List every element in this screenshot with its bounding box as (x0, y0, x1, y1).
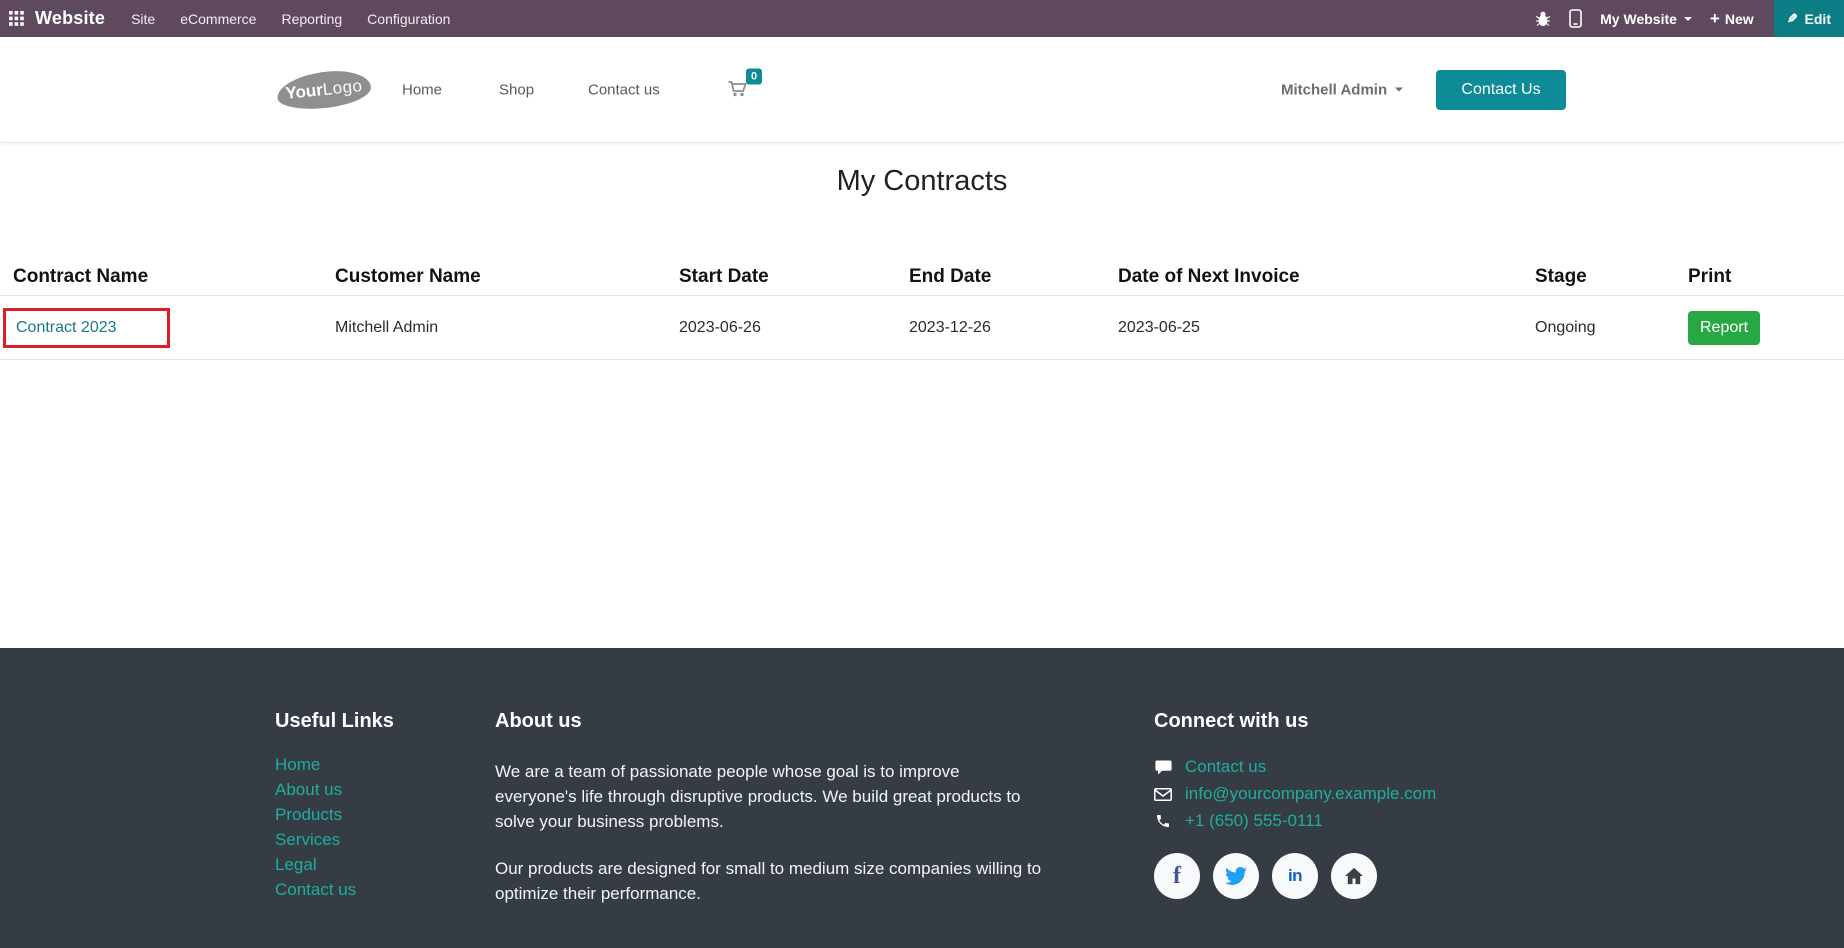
col-header-contract-name: Contract Name (13, 265, 149, 287)
chat-bubble-icon (1154, 760, 1172, 775)
footer-useful-links: Useful Links Home About us Products Serv… (275, 710, 394, 905)
col-header-stage: Stage (1535, 265, 1587, 287)
chevron-down-icon (1395, 87, 1404, 92)
table-row: Contract 2023 Mitchell Admin 2023-06-26 … (0, 296, 1844, 360)
odoo-top-navbar: Website Site eCommerce Reporting Configu… (0, 0, 1844, 37)
footer-link-home[interactable]: Home (275, 755, 321, 774)
app-name[interactable]: Website (35, 8, 106, 28)
user-account-dropdown[interactable]: Mitchell Admin (1281, 81, 1404, 98)
about-us-paragraph-1: We are a team of passionate people whose… (495, 762, 1021, 831)
table-header-row: Contract Name Customer Name Start Date E… (0, 258, 1844, 296)
col-header-customer-name: Customer Name (335, 265, 481, 287)
debug-bug-icon[interactable] (1535, 11, 1551, 27)
mobile-preview-icon[interactable] (1569, 9, 1582, 28)
page-title: My Contracts (836, 165, 1008, 197)
footer-about-us: About us We are a team of passionate peo… (495, 710, 1043, 906)
footer-connect: Connect with us Contact us (1154, 710, 1436, 899)
my-website-dropdown[interactable]: My Website (1600, 11, 1692, 27)
cart-icon (728, 80, 747, 96)
site-header: Your Logo Home Shop Contact us 0 Mitchell… (0, 37, 1844, 143)
logo-text-logo: Logo (321, 75, 364, 99)
footer-email-link[interactable]: info@yourcompany.example.com (1185, 784, 1437, 803)
col-header-start-date: Start Date (679, 265, 769, 287)
contracts-table: Contract Name Customer Name Start Date E… (0, 258, 1844, 360)
social-links: f in (1154, 853, 1436, 899)
apps-grid-icon[interactable] (9, 11, 24, 26)
connect-heading: Connect with us (1154, 710, 1309, 732)
footer-phone-link[interactable]: +1 (650) 555-0111 (1185, 811, 1323, 830)
app-menu: Site eCommerce Reporting Configuration (131, 11, 450, 27)
cell-start-date: 2023-06-26 (679, 318, 761, 336)
annotation-highlight-box: Contract 2023 (3, 307, 170, 348)
menu-reporting[interactable]: Reporting (281, 10, 343, 27)
about-us-heading: About us (495, 710, 582, 732)
footer-link-legal[interactable]: Legal (275, 855, 317, 874)
pencil-icon: ✎ (1786, 10, 1798, 26)
my-website-label: My Website (1600, 10, 1677, 27)
plus-icon: + (1709, 8, 1720, 28)
contract-name-link[interactable]: Contract 2023 (16, 318, 117, 336)
nav-link-shop[interactable]: Shop (499, 81, 535, 98)
site-logo[interactable]: Your Logo (275, 66, 373, 113)
footer-link-contact-us[interactable]: Contact us (275, 880, 357, 899)
new-label: New (1724, 10, 1754, 27)
chevron-down-icon (1683, 16, 1692, 21)
col-header-end-date: End Date (909, 265, 992, 287)
menu-site[interactable]: Site (131, 10, 156, 27)
twitter-icon[interactable] (1213, 853, 1259, 899)
footer-link-products[interactable]: Products (275, 805, 343, 824)
about-us-paragraph-2: Our products are designed for small to m… (495, 859, 1042, 903)
report-button[interactable]: Report (1688, 310, 1760, 345)
cell-stage: Ongoing (1535, 318, 1596, 336)
contact-us-button[interactable]: Contact Us (1436, 69, 1566, 110)
home-icon[interactable] (1331, 853, 1377, 899)
useful-links-heading: Useful Links (275, 710, 394, 732)
navbar-right-group: My Website + New ✎ Edit (1535, 0, 1844, 37)
site-footer: Useful Links Home About us Products Serv… (0, 648, 1844, 948)
cart-count-badge: 0 (746, 68, 762, 84)
envelope-icon (1154, 787, 1172, 801)
edit-button[interactable]: ✎ Edit (1773, 0, 1844, 37)
cell-end-date: 2023-12-26 (909, 318, 991, 336)
menu-ecommerce[interactable]: eCommerce (180, 10, 257, 27)
nav-link-home[interactable]: Home (402, 81, 443, 98)
menu-configuration[interactable]: Configuration (367, 10, 451, 27)
footer-link-services[interactable]: Services (275, 830, 341, 849)
cart-button[interactable]: 0 (727, 68, 762, 102)
col-header-next-invoice: Date of Next Invoice (1118, 265, 1300, 287)
footer-link-about-us[interactable]: About us (275, 780, 343, 799)
user-name: Mitchell Admin (1281, 81, 1388, 98)
phone-icon (1154, 813, 1172, 829)
linkedin-icon[interactable]: in (1272, 853, 1318, 899)
cell-next-invoice-date: 2023-06-25 (1118, 318, 1200, 336)
nav-link-contact-us[interactable]: Contact us (588, 81, 660, 98)
cell-customer-name: Mitchell Admin (335, 318, 439, 336)
edit-label: Edit (1804, 10, 1831, 27)
col-header-print: Print (1688, 265, 1732, 287)
facebook-icon[interactable]: f (1154, 853, 1200, 899)
new-button[interactable]: + New (1710, 9, 1754, 29)
logo-text-your: Your (284, 79, 324, 103)
footer-contact-us-link[interactable]: Contact us (1185, 757, 1267, 776)
